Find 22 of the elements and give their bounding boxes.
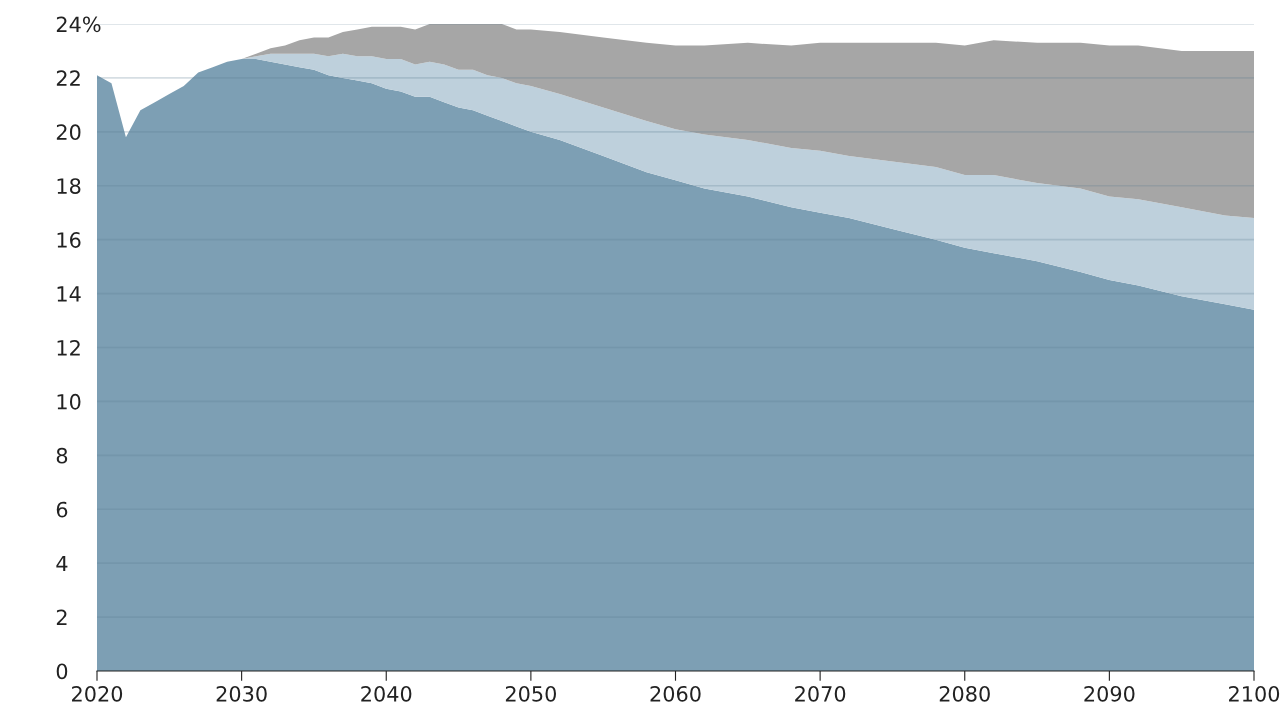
y-tick-label: 12: [57, 339, 80, 356]
y-tick-label: 20: [56, 124, 81, 141]
y-tick-label: 6: [56, 501, 68, 518]
x-tick-label: 2050: [505, 685, 556, 702]
x-tick-label: 2070: [795, 685, 846, 702]
x-tick-label: 2020: [72, 685, 123, 702]
y-tick-label: 0: [56, 663, 68, 680]
y-tick-label: 16: [57, 232, 81, 248]
y-tick-label: 8: [56, 447, 68, 464]
x-tick-label: 2030: [216, 685, 267, 702]
y-tick-label: 24%: [56, 16, 101, 33]
y-tick-label: 22: [56, 70, 80, 86]
y-tick-label: 14: [57, 286, 81, 302]
y-tick-label: 18: [57, 178, 81, 194]
y-tick-label: 10: [57, 393, 81, 410]
y-tick-label: 2: [56, 609, 67, 625]
x-tick-label: 2060: [650, 685, 701, 702]
x-tick-label: 2040: [361, 685, 412, 702]
x-tick-label: 2080: [939, 685, 990, 702]
y-tick-label: 4: [56, 555, 68, 572]
x-tick-label: 2090: [1084, 685, 1135, 702]
x-tick-label: 2100: [1229, 685, 1280, 702]
